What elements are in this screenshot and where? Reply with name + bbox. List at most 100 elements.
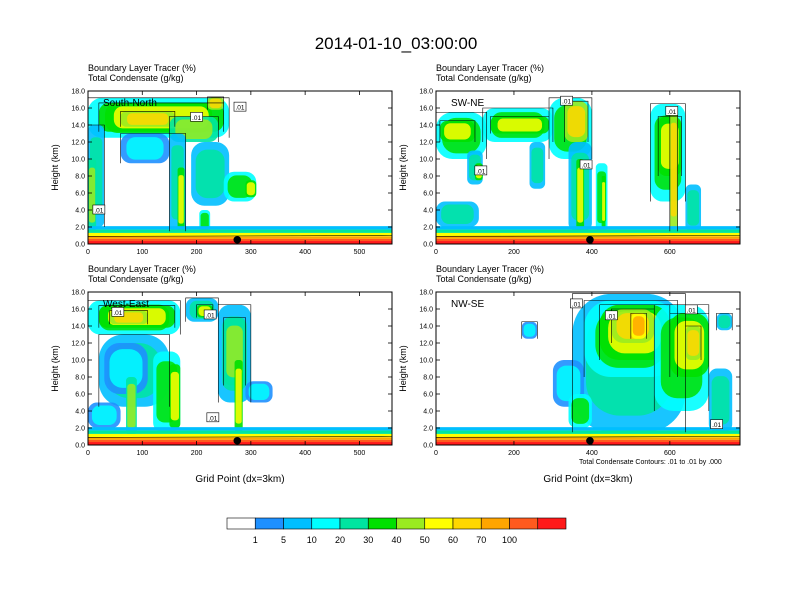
boundary-layer-band	[88, 229, 392, 233]
condensate-core	[571, 398, 590, 424]
condensate-core	[444, 123, 471, 140]
boundary-layer-band	[88, 433, 392, 438]
contour-label: .01	[562, 99, 571, 106]
colorbar-swatch	[509, 517, 539, 530]
contour-label: .01	[235, 105, 244, 112]
colorbar-swatch	[537, 517, 567, 530]
y-axis-label: Height (km)	[398, 144, 408, 191]
panel-title-condensate: Total Condensate (g/kg)	[88, 274, 184, 284]
boundary-layer-band	[88, 241, 392, 244]
condensate-core	[209, 98, 222, 109]
x-tick-label: 0	[86, 450, 90, 457]
boundary-layer-band	[436, 232, 740, 237]
y-tick-label: 8.0	[75, 174, 85, 181]
y-tick-label: 0.0	[75, 443, 85, 450]
condensate-contour	[88, 235, 392, 237]
contour-label-box	[474, 165, 488, 176]
x-tick-label: 600	[664, 450, 676, 457]
panel-south-north: Boundary Layer Tracer (%)Total Condensat…	[50, 63, 393, 256]
y-tick-label: 8.0	[423, 174, 433, 181]
y-tick-label: 0.0	[75, 242, 85, 249]
location-marker	[233, 235, 242, 244]
plot-frame	[87, 291, 393, 446]
y-tick-label: 6.0	[423, 392, 433, 399]
x-tick-label: 400	[299, 249, 311, 256]
y-tick-label: 2.0	[75, 426, 85, 433]
panel-label: NW-SE	[451, 299, 484, 310]
contour-label: .01	[712, 422, 721, 429]
contour-label: .01	[572, 301, 581, 308]
plot-area: .01 .01 .01 .01	[436, 292, 740, 445]
y-tick-label: 8.0	[75, 375, 85, 382]
colorbar-swatch	[339, 517, 369, 530]
y-tick-label: 10.0	[71, 358, 85, 365]
condensate-core	[170, 371, 179, 421]
x-tick-label: 500	[354, 450, 366, 457]
plot-frame	[87, 90, 393, 245]
y-tick-label: 6.0	[75, 191, 85, 198]
x-tick-label: 0	[434, 249, 438, 256]
condensate-core	[602, 182, 606, 221]
contour-label: .01	[192, 115, 201, 122]
x-tick-label: 0	[86, 249, 90, 256]
colorbar-swatch	[452, 517, 482, 530]
contour-label-box	[111, 307, 125, 317]
plot-area: .01 .01 .01	[88, 292, 392, 445]
colorbar-tick-label: 10	[307, 535, 317, 545]
contour-label-box	[92, 204, 106, 215]
x-axis-label: Grid Point (dx=3km)	[543, 474, 632, 485]
boundary-layer-band	[436, 427, 740, 431]
boundary-layer-band	[436, 226, 740, 230]
condensate-core	[531, 147, 544, 184]
panel-west-east: Boundary Layer Tracer (%)Total Condensat…	[50, 264, 393, 485]
boundary-layer-band	[88, 427, 392, 431]
y-tick-label: 18.0	[419, 290, 433, 297]
y-tick-label: 16.0	[419, 307, 433, 314]
contour-label: .01	[667, 109, 676, 116]
colorbar-tick-label: 50	[420, 535, 430, 545]
boundary-layer-band	[88, 232, 392, 237]
plot-area: .01 .01 .01	[88, 91, 392, 244]
colorbar-tick-label: 70	[476, 535, 486, 545]
condensate-core	[126, 137, 164, 160]
condensate-core	[497, 118, 543, 132]
y-tick-label: 6.0	[423, 191, 433, 198]
contour-label-box	[190, 112, 203, 122]
y-tick-label: 0.0	[423, 242, 433, 249]
condensate-core	[246, 182, 255, 196]
panel-title-condensate: Total Condensate (g/kg)	[88, 73, 184, 83]
condensate-contour	[436, 436, 740, 438]
boundary-layer-band	[436, 433, 740, 438]
panel-label: South-North	[103, 98, 157, 109]
colorbar-swatch	[480, 517, 510, 530]
condensate-core	[687, 190, 700, 226]
colorbar-swatch	[396, 517, 426, 530]
x-tick-label: 200	[191, 249, 203, 256]
y-axis-label: Height (km)	[50, 345, 60, 392]
x-tick-label: 600	[664, 249, 676, 256]
x-tick-label: 300	[245, 450, 257, 457]
location-marker	[233, 436, 242, 445]
x-tick-label: 400	[586, 249, 598, 256]
condensate-core	[127, 383, 136, 428]
contour-label: .01	[582, 162, 591, 169]
condensate-core	[195, 149, 225, 199]
y-tick-label: 2.0	[423, 426, 433, 433]
condensate-contour	[88, 297, 252, 407]
contour-label-box	[560, 95, 573, 106]
y-tick-label: 12.0	[71, 140, 85, 147]
location-marker	[586, 235, 594, 244]
y-tick-label: 16.0	[71, 106, 85, 113]
contour-label: .01	[113, 310, 122, 317]
contour-label-box	[206, 412, 220, 423]
colorbar-tick-label: 20	[335, 535, 345, 545]
panel-title-tracer: Boundary Layer Tracer (%)	[88, 264, 196, 274]
condensate-core	[91, 405, 117, 425]
boundary-layer-band	[88, 442, 392, 445]
x-tick-label: 100	[136, 249, 148, 256]
colorbar-tick-label: 30	[363, 535, 373, 545]
condensate-core	[670, 122, 677, 217]
y-tick-label: 16.0	[71, 307, 85, 314]
contour-label: .01	[208, 415, 217, 422]
